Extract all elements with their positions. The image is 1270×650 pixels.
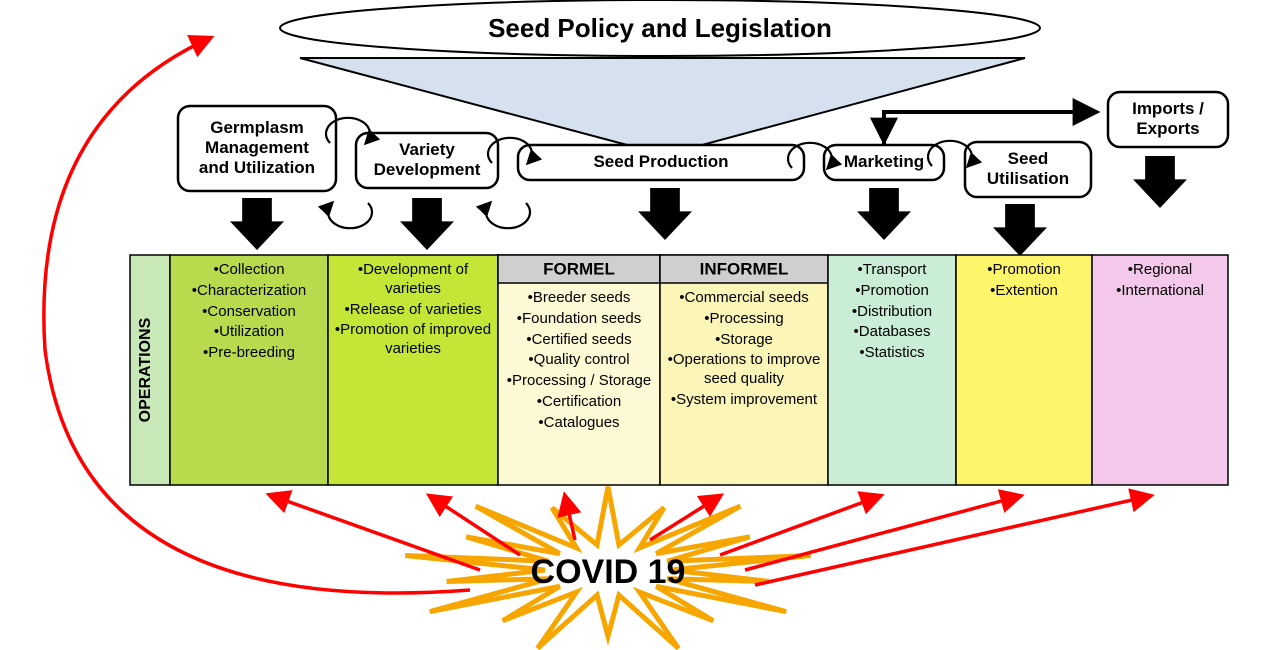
ops-bullet: •Transport <box>832 261 952 280</box>
down-arrow-icon-3 <box>857 188 911 240</box>
stage-label-variety: Variety <box>399 140 455 159</box>
stage-label-seedprod: Seed Production <box>593 152 728 171</box>
ops-bullet: •Databases <box>832 323 952 342</box>
ops-bullet: •Foundation seeds <box>502 310 656 329</box>
stage-label-seedutil: Seed <box>1008 149 1049 168</box>
down-arrow-icon-0 <box>230 198 284 250</box>
stage-label-germplasm: and Utilization <box>199 158 315 177</box>
down-arrow-icon-5 <box>1133 156 1187 208</box>
stage-label-imports: Imports / <box>1132 99 1204 118</box>
ops-bullet: •Regional <box>1096 261 1224 280</box>
ops-bullet: •System improvement <box>664 391 824 410</box>
ops-bullet: •Distribution <box>832 303 952 322</box>
ops-bullet: •Conservation <box>174 303 324 322</box>
ops-bullet: •Catalogues <box>502 414 656 433</box>
covid-label: COVID 19 <box>531 553 686 591</box>
ops-bullet: •Characterization <box>174 282 324 301</box>
covid-impact-arrow-7 <box>755 496 1150 585</box>
diagram-title: Seed Policy and Legislation <box>488 13 832 43</box>
ops-header-c3: FORMEL <box>543 259 615 278</box>
diagram-canvas: Seed Policy and Legislation GermplasmMana… <box>0 0 1270 650</box>
loop-arrow-bottom-1 <box>486 203 530 228</box>
ops-bullet: •Collection <box>174 261 324 280</box>
ops-bullet: •Operations to improve seed quality <box>664 351 824 389</box>
covid-impact-arrow-5 <box>720 496 880 555</box>
stage-label-marketing: Marketing <box>844 152 924 171</box>
ops-bullet: •Processing <box>664 310 824 329</box>
stage-label-germplasm: Germplasm <box>210 118 304 137</box>
ops-bullet: •Promotion <box>832 282 952 301</box>
down-arrow-icon-1 <box>400 198 454 250</box>
stage-label-germplasm: Management <box>205 138 309 157</box>
stage-label-variety: Development <box>374 160 481 179</box>
ops-bullet: •Commercial seeds <box>664 289 824 308</box>
ops-bullet: •Processing / Storage <box>502 372 656 391</box>
ops-bullet: •Development of varieties <box>332 261 494 299</box>
ops-bullet: •Quality control <box>502 351 656 370</box>
stage-label-imports: Exports <box>1136 119 1199 138</box>
ops-bullet: •Breeder seeds <box>502 289 656 308</box>
ops-bullet: •Certification <box>502 393 656 412</box>
ops-bullet: •Extention <box>960 282 1088 301</box>
ops-bullet: •Utilization <box>174 323 324 342</box>
ops-bullet: •Promotion of improved varieties <box>332 321 494 359</box>
ops-bullet: •Promotion <box>960 261 1088 280</box>
loop-arrow-bottom-0 <box>328 203 372 228</box>
stage-label-seedutil: Utilisation <box>987 169 1069 188</box>
ops-header-c4: INFORMEL <box>700 259 789 278</box>
ops-bullet: •Storage <box>664 331 824 350</box>
ops-bullet: •Pre-breeding <box>174 344 324 363</box>
ops-bullet: •Release of varieties <box>332 301 494 320</box>
ops-bullet: •Certified seeds <box>502 331 656 350</box>
ops-bullet: •Statistics <box>832 344 952 363</box>
down-arrow-icon-4 <box>993 204 1047 256</box>
ops-bullet: •International <box>1096 282 1224 301</box>
marketing-to-imports-arrow <box>884 112 1095 145</box>
down-arrow-icon-2 <box>638 188 692 240</box>
operations-label: OPERATIONS <box>137 317 154 422</box>
